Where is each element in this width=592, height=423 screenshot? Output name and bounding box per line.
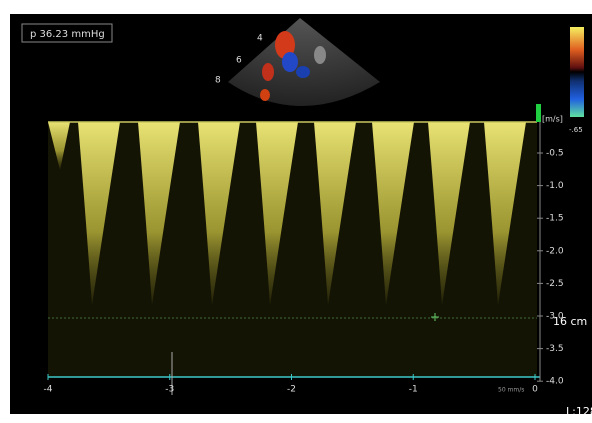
baseline-marker (536, 104, 541, 122)
line-label: L:128 (566, 405, 592, 418)
doppler-spectrum (48, 122, 537, 377)
measurement: p 36.23 mmHg (30, 29, 105, 40)
ultrasound-screen: p 36.23 mmHg 4 6 8 -.65 [m/s] 16 cm 50 m… (0, 0, 592, 423)
velocity-unit: [m/s] (542, 115, 563, 124)
velocity-tick-label: -2.5 (546, 279, 564, 289)
time-tick-label: -4 (44, 385, 53, 395)
sweep-speed: 50 mm/s (498, 387, 524, 394)
velocity-tick-label: -1.5 (546, 214, 564, 224)
depth-label: 6 (236, 56, 242, 66)
depth-label: 4 (257, 34, 263, 44)
velocity-tick-label: -2.0 (546, 246, 564, 256)
velocity-tick-label: -1.0 (546, 181, 564, 191)
velocity-tick-label: -3.0 (546, 312, 564, 322)
velocity-tick-label: -4.0 (546, 377, 564, 387)
color-bar (570, 27, 584, 117)
time-tick-label: 0 (532, 385, 538, 395)
time-tick-label: -1 (409, 385, 418, 395)
time-tick-label: -2 (287, 385, 296, 395)
color-bar-label: -.65 (569, 126, 583, 134)
time-tick-label: -3 (165, 385, 174, 395)
velocity-tick-label: -0.5 (546, 149, 564, 159)
velocity-tick-label: -3.5 (546, 344, 564, 354)
depth-label: 8 (215, 76, 221, 86)
